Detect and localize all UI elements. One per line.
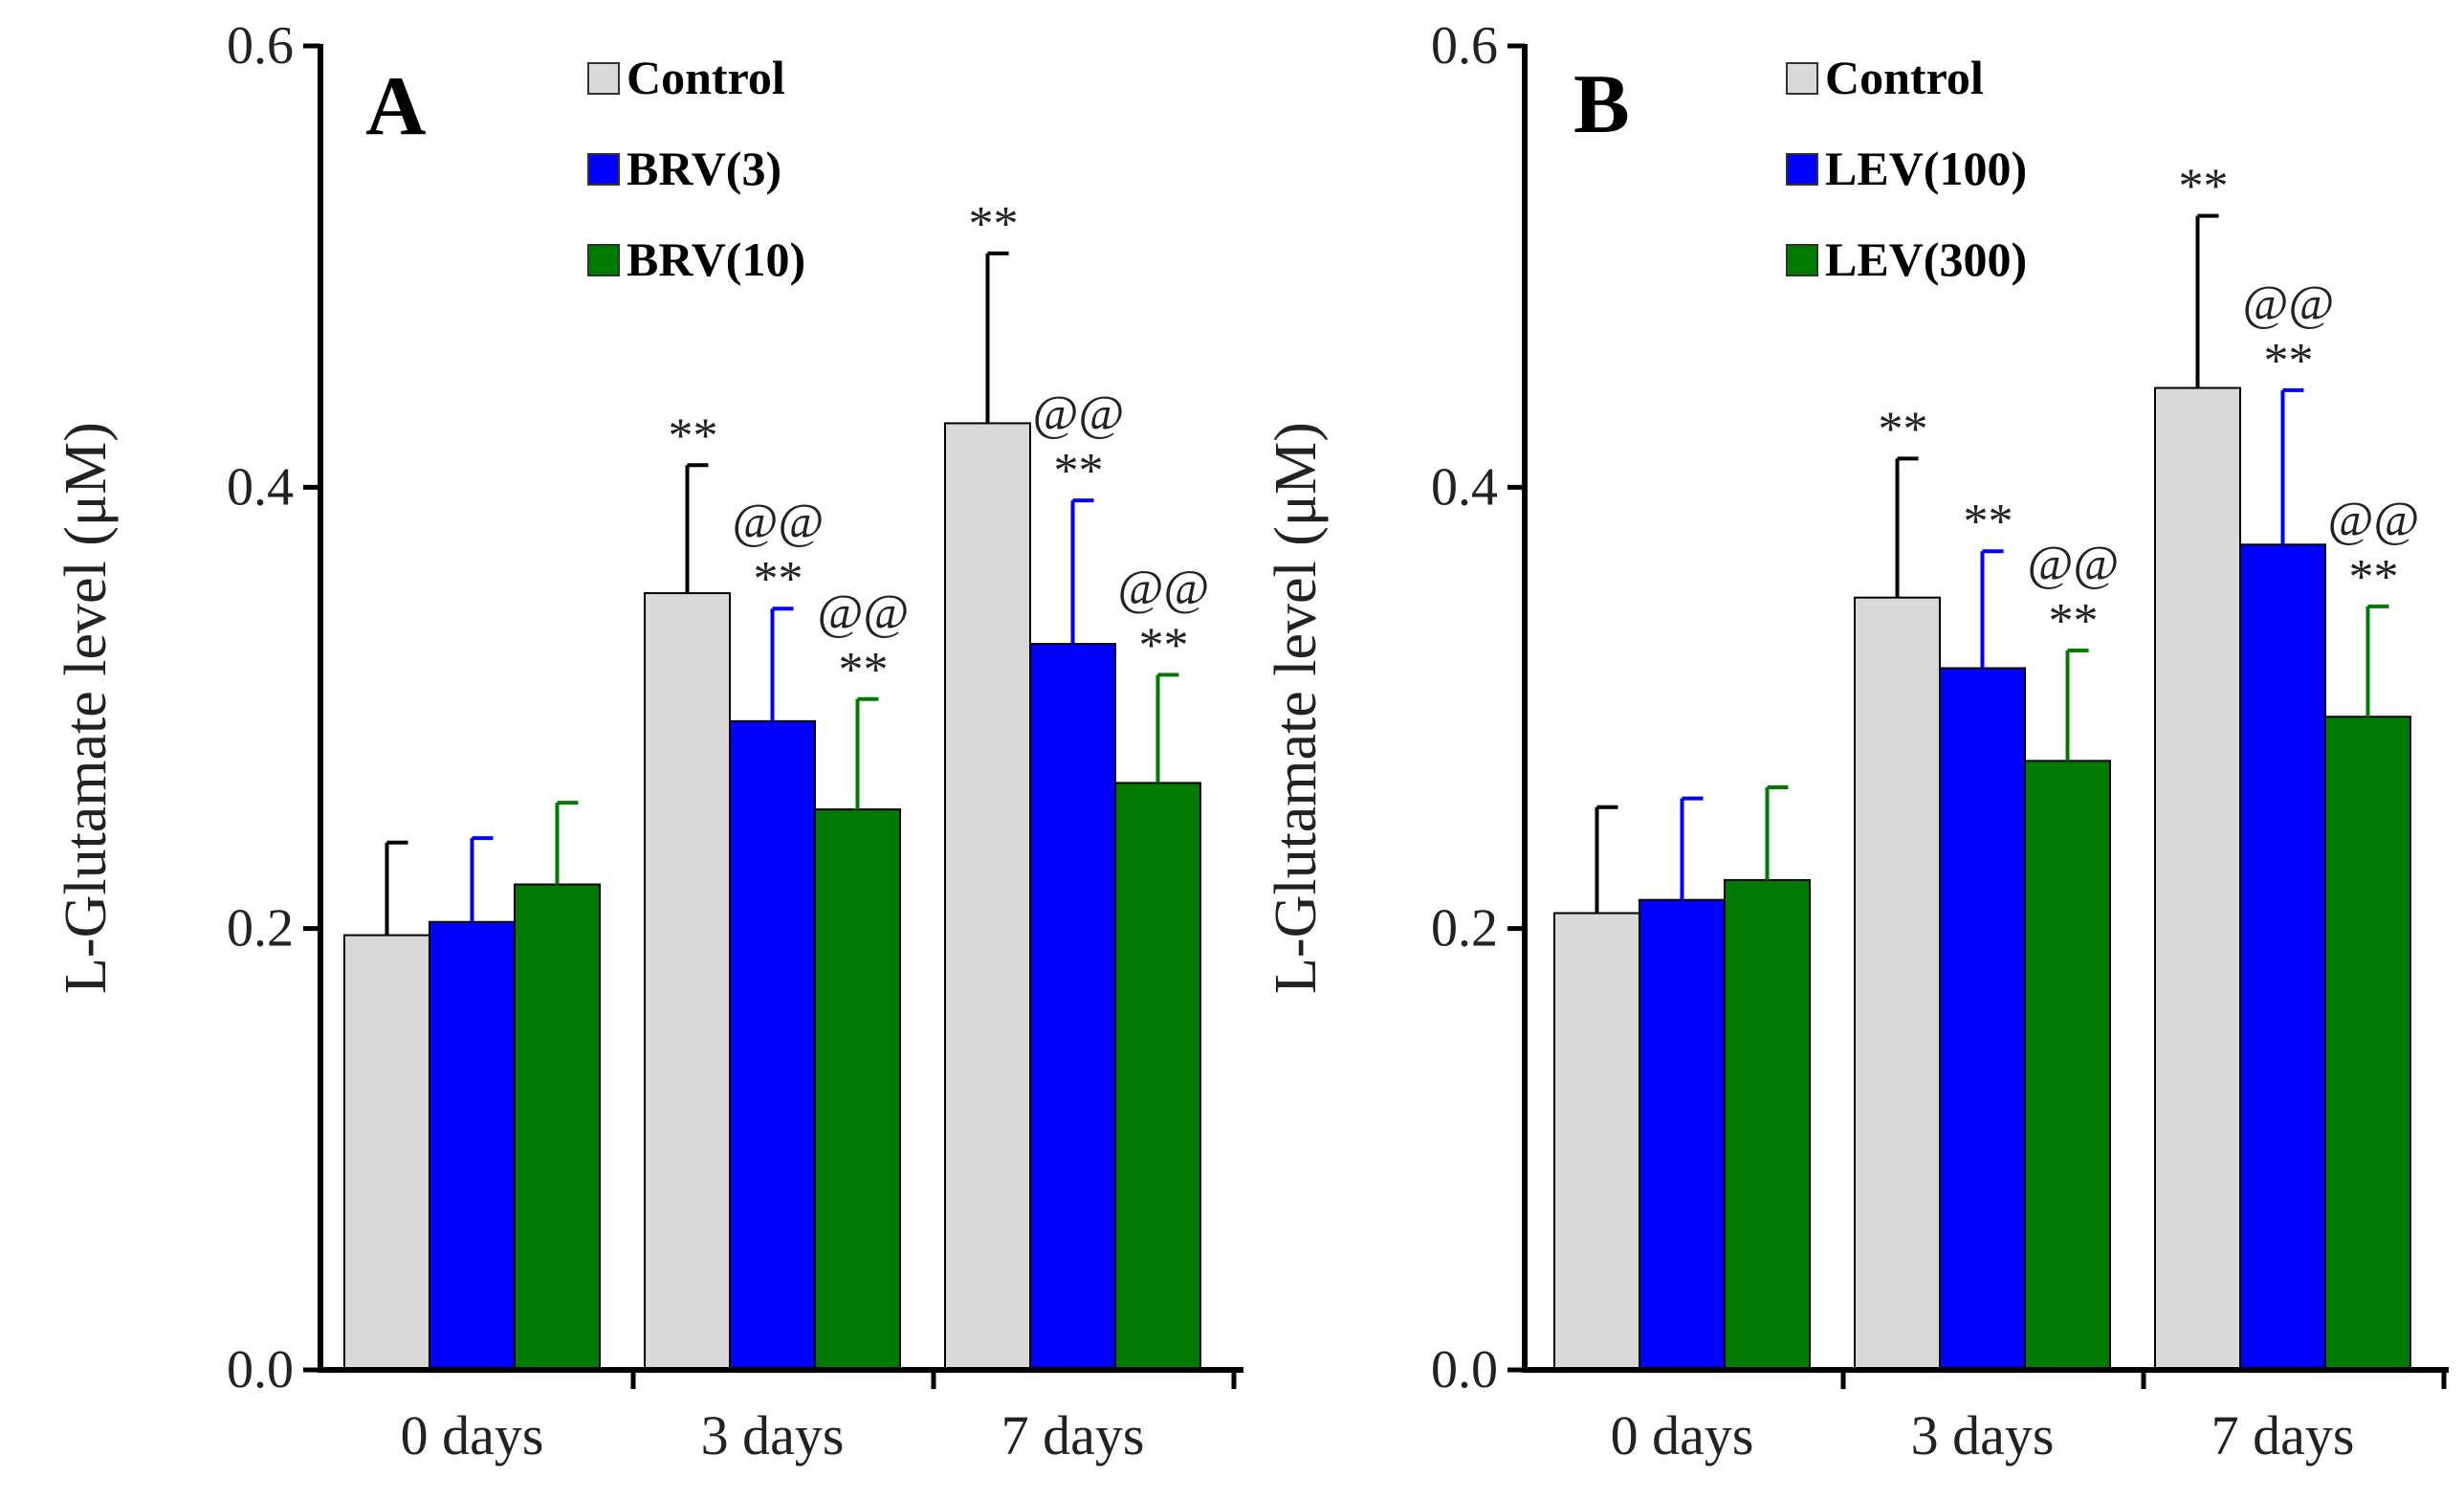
x-tick-label: 3 days (701, 1404, 845, 1467)
bar (514, 883, 601, 1371)
y-tick-label: 0.0 (227, 1340, 294, 1400)
bar (729, 719, 816, 1371)
bar (814, 808, 901, 1371)
bar (644, 592, 731, 1371)
legend-label: Control (1825, 51, 1984, 104)
bar (1029, 643, 1116, 1371)
legend-label: BRV(10) (627, 232, 805, 286)
legend-label: BRV(3) (627, 142, 781, 195)
y-tick-label: 0.2 (1431, 899, 1498, 959)
significance-annotation: ** (1139, 618, 1189, 673)
significance-annotation: @@ (2028, 537, 2120, 591)
significance-annotation: ** (1879, 402, 1928, 456)
legend-swatch (587, 153, 620, 186)
chart-panel-b: ********@@**@@ **@@0.00.20.40.60 days 3 da… (1264, 16, 2449, 1467)
significance-annotation: ** (669, 408, 718, 463)
significance-annotation: ** (969, 197, 1019, 252)
panel-letter: A (365, 60, 427, 153)
bar (1553, 912, 1640, 1372)
chart-panel-a: ******@@**@@**@@**@@0.00.20.40.60 days 3 … (54, 16, 1243, 1467)
significance-annotation: @@ (818, 585, 910, 640)
legend-label: LEV(100) (1825, 142, 2027, 195)
bar (2324, 716, 2411, 1371)
significance-annotation: @@ (1118, 561, 1210, 615)
significance-annotation: ** (2349, 550, 2399, 605)
significance-annotation: ** (2049, 594, 2099, 649)
y-tick-label: 0.0 (1431, 1340, 1498, 1400)
significance-annotation: ** (2264, 334, 2314, 388)
legend-swatch (1786, 244, 1818, 276)
legend-swatch (1786, 62, 1818, 95)
legend-label: LEV(300) (1825, 232, 2027, 286)
significance-annotation: @@ (1033, 386, 1125, 441)
bar (1639, 898, 1726, 1371)
significance-annotation: ** (2179, 160, 2229, 214)
y-tick-label: 0.4 (1431, 457, 1498, 517)
y-tick-label: 0.4 (227, 457, 294, 517)
significance-annotation: ** (839, 643, 889, 697)
legend-swatch (1786, 153, 1818, 186)
y-tick-label: 0.6 (1431, 16, 1498, 76)
bar (429, 920, 516, 1371)
bar (2154, 386, 2241, 1371)
y-axis-title: L-Glutamate level (μM) (54, 422, 119, 994)
x-tick-label: 3 days (1911, 1404, 2055, 1467)
bar (343, 934, 430, 1371)
legend-swatch (587, 62, 620, 95)
bar (2239, 543, 2326, 1371)
x-tick-label: 0 days (401, 1404, 544, 1467)
x-tick-label: 0 days (1611, 1404, 1754, 1467)
x-tick-label: 7 days (1001, 1404, 1145, 1467)
y-axis-title: L-Glutamate level (μM) (1264, 422, 1329, 994)
legend-swatch (587, 244, 620, 276)
significance-annotation: @@ (2243, 276, 2335, 331)
x-tick-label: 7 days (2211, 1404, 2355, 1467)
significance-annotation: ** (1964, 495, 2013, 549)
bar (2024, 760, 2111, 1371)
bar (944, 422, 1031, 1371)
bar (1854, 596, 1941, 1371)
legend-label: Control (627, 51, 785, 104)
y-tick-label: 0.6 (227, 16, 294, 76)
panel-letter: B (1573, 58, 1630, 151)
bar (1114, 782, 1201, 1371)
y-tick-label: 0.2 (227, 899, 294, 959)
bar (1724, 878, 1811, 1371)
significance-annotation: ** (754, 552, 803, 607)
significance-annotation: @@ (733, 495, 825, 549)
significance-annotation: @@ (2328, 493, 2420, 547)
significance-annotation: ** (1054, 444, 1104, 498)
bar (1939, 667, 2026, 1371)
